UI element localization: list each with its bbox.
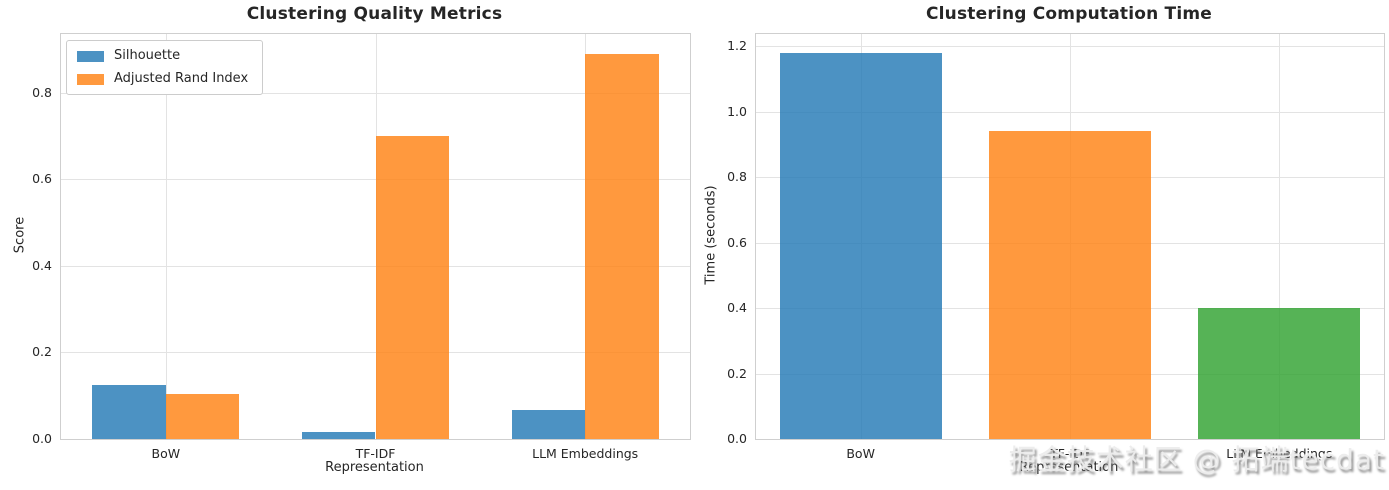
bar-tf-idf-silhouette [302, 432, 376, 439]
x-tick-label: BoW [846, 446, 875, 461]
legend-item: Adjusted Rand Index [77, 71, 248, 87]
y-tick-label: 0.0 [32, 431, 52, 446]
x-tick-label: TF-IDF [355, 446, 396, 461]
gridline-vertical [1279, 34, 1281, 439]
legend-label: Silhouette [114, 48, 181, 63]
y-tick-label: 0.4 [727, 300, 747, 316]
x-tick-label: LLM Embeddings [532, 446, 639, 461]
legend: Silhouette Adjusted Rand Index [66, 40, 264, 95]
x-axis-label: Representation [1019, 460, 1119, 475]
y-tick-label: 0.2 [32, 344, 52, 360]
y-tick-label: 0.6 [32, 171, 52, 187]
legend-swatch-adjusted-rand-index [77, 73, 104, 85]
chart-title: Clustering Quality Metrics [246, 4, 503, 24]
bar-bow-adjusted-rand-index [165, 394, 240, 439]
plot-area: 0.0 0.2 0.4 0.6 0.8 BoW TF-IDF LLM Embeddings [32, 33, 691, 461]
y-tick-label: 0.2 [727, 365, 747, 381]
bar-bow-time [779, 52, 942, 439]
x-tick-label: TF-IDF [1050, 446, 1090, 461]
gridline-vertical [165, 34, 167, 439]
x-tick-label: LLM Embeddings [1226, 446, 1333, 461]
legend-item: Silhouette [77, 48, 248, 64]
y-tick-label: 1.2 [727, 38, 747, 54]
legend-swatch-silhouette [77, 50, 104, 62]
bar-llm-embeddings-silhouette [511, 410, 586, 439]
y-tick-label: 0.6 [727, 234, 747, 250]
y-tick-label: 0.8 [32, 84, 52, 100]
y-axis-label: Score [12, 216, 28, 254]
legend-label: Adjusted Rand Index [114, 71, 249, 86]
bar-tf-idf-adjusted-rand-index [375, 136, 449, 439]
y-tick-label: 0.8 [727, 169, 747, 185]
chart-title: Clustering Computation Time [925, 4, 1213, 24]
y-tick-label: 0.0 [727, 431, 747, 446]
bar-llm-embeddings-adjusted-rand-index [585, 53, 659, 439]
bar-llm-embeddings-time [1198, 308, 1361, 439]
bar-tf-idf-time [988, 131, 1152, 439]
x-tick-label: BoW [151, 446, 181, 461]
y-tick-label: 0.4 [32, 257, 52, 273]
y-tick-label: 1.0 [727, 103, 747, 119]
watermark: 掘金技术社区 @ 拓端tecdat [1008, 443, 1385, 476]
x-axis-label: Representation [325, 460, 424, 475]
plot-area: 0.0 0.2 0.4 0.6 0.8 1.0 1.2 BoW TF-IDF LLM Embedd… [727, 33, 1385, 461]
bar-bow-silhouette [92, 384, 166, 439]
